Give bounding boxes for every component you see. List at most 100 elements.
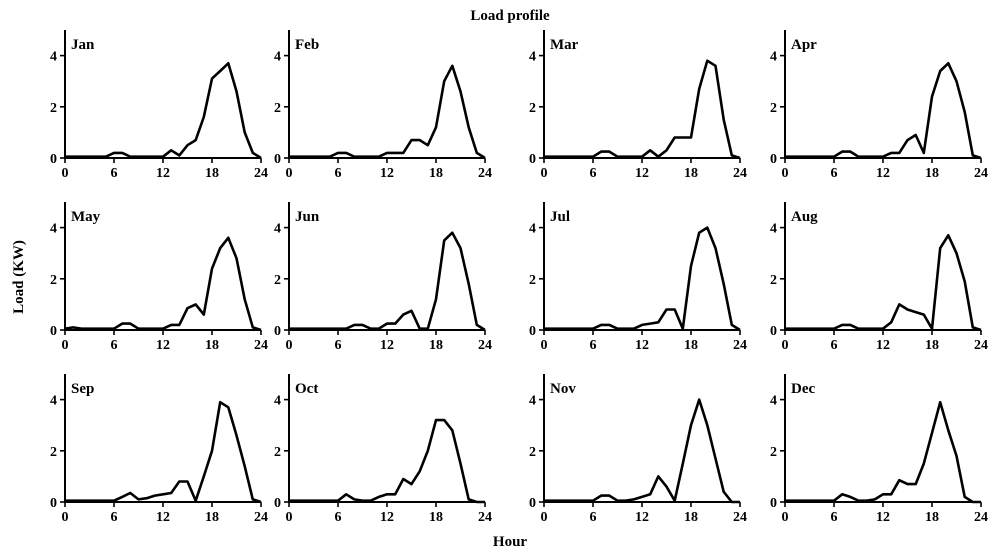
panel-aug-load-line [785, 234, 982, 332]
x-tick-label: 12 [380, 338, 394, 353]
y-tick-label: 4 [529, 222, 536, 237]
x-tick-label: 6 [335, 510, 342, 525]
x-tick-label: 18 [205, 338, 219, 353]
y-tick-label: 4 [770, 50, 777, 65]
y-tick-label: 4 [274, 50, 281, 65]
x-tick-label: 6 [831, 510, 838, 525]
y-tick-label: 4 [50, 394, 57, 409]
x-tick-label: 24 [254, 510, 268, 525]
panel-may-title: May [71, 209, 101, 225]
y-tick-label: 2 [50, 273, 57, 288]
panel-mar-load-line [544, 59, 741, 160]
x-tick-label: 24 [733, 510, 747, 525]
panel-nov-title: Nov [550, 381, 576, 397]
panel-apr-load-line [785, 61, 982, 160]
x-tick-label: 12 [876, 338, 890, 353]
y-tick-label: 4 [274, 222, 281, 237]
panel-jul-axes [543, 202, 740, 331]
x-tick-label: 0 [286, 338, 293, 353]
figure-y-axis-label: Load (KW) [11, 240, 27, 314]
y-tick-label: 2 [274, 445, 281, 460]
panel-may-load-line [64, 236, 262, 332]
y-tick-label: 0 [529, 324, 536, 339]
x-tick-label: 24 [733, 166, 747, 181]
x-tick-label: 6 [590, 510, 597, 525]
x-tick-label: 0 [541, 338, 548, 353]
y-tick-label: 4 [50, 50, 57, 65]
x-tick-label: 12 [156, 338, 170, 353]
x-tick-label: 24 [478, 510, 492, 525]
x-tick-label: 24 [974, 166, 988, 181]
figure-x-axis-label: Hour [493, 534, 528, 550]
y-tick-label: 0 [50, 324, 57, 339]
x-tick-label: 0 [541, 166, 548, 181]
x-tick-label: 6 [590, 338, 597, 353]
panel-jun-title: Jun [295, 209, 320, 225]
x-tick-label: 18 [925, 166, 939, 181]
panel-jan-title: Jan [71, 37, 95, 53]
y-tick-label: 0 [770, 152, 777, 167]
x-tick-label: 24 [974, 338, 988, 353]
x-tick-label: 18 [429, 166, 443, 181]
y-tick-label: 0 [274, 496, 281, 511]
panel-oct-axes [288, 374, 485, 503]
y-tick-label: 0 [274, 152, 281, 167]
panel-feb-load-line [289, 64, 486, 160]
y-tick-label: 2 [529, 445, 536, 460]
y-tick-label: 0 [50, 496, 57, 511]
panel-apr-title: Apr [791, 37, 817, 53]
x-tick-label: 6 [590, 166, 597, 181]
x-tick-label: 24 [254, 166, 268, 181]
x-tick-label: 12 [876, 166, 890, 181]
panel-sep-load-line [65, 400, 262, 504]
x-tick-label: 12 [156, 166, 170, 181]
x-tick-label: 18 [925, 338, 939, 353]
y-tick-label: 2 [274, 101, 281, 116]
panel-oct-load-line [289, 418, 485, 504]
y-tick-label: 0 [529, 152, 536, 167]
x-tick-label: 0 [782, 338, 789, 353]
x-tick-label: 0 [286, 510, 293, 525]
x-tick-label: 18 [684, 510, 698, 525]
x-tick-label: 6 [111, 510, 118, 525]
x-tick-label: 6 [335, 338, 342, 353]
y-tick-label: 4 [274, 394, 281, 409]
x-tick-label: 6 [111, 166, 118, 181]
y-tick-label: 4 [50, 222, 57, 237]
panel-jul-title: Jul [550, 209, 570, 225]
x-tick-label: 6 [831, 338, 838, 353]
y-tick-label: 2 [770, 445, 777, 460]
figure-title: Load profile [470, 8, 550, 24]
x-tick-label: 24 [974, 510, 988, 525]
x-tick-label: 12 [635, 338, 649, 353]
x-tick-label: 18 [205, 510, 219, 525]
panel-mar-title: Mar [550, 37, 579, 53]
y-tick-label: 0 [274, 324, 281, 339]
y-tick-label: 2 [770, 273, 777, 288]
y-tick-label: 4 [770, 222, 777, 237]
x-tick-label: 18 [205, 166, 219, 181]
x-tick-label: 12 [380, 510, 394, 525]
x-tick-label: 18 [429, 338, 443, 353]
y-tick-label: 4 [529, 50, 536, 65]
y-tick-label: 0 [50, 152, 57, 167]
x-tick-label: 12 [876, 510, 890, 525]
panel-dec-load-line [785, 400, 981, 504]
y-tick-label: 2 [529, 273, 536, 288]
y-tick-label: 0 [770, 324, 777, 339]
x-tick-label: 24 [478, 166, 492, 181]
y-tick-label: 4 [529, 394, 536, 409]
panel-jul-load-line [544, 226, 741, 332]
x-tick-label: 12 [635, 510, 649, 525]
panel-sep-title: Sep [71, 381, 94, 397]
x-tick-label: 12 [156, 510, 170, 525]
x-tick-label: 24 [254, 338, 268, 353]
x-tick-label: 0 [782, 166, 789, 181]
